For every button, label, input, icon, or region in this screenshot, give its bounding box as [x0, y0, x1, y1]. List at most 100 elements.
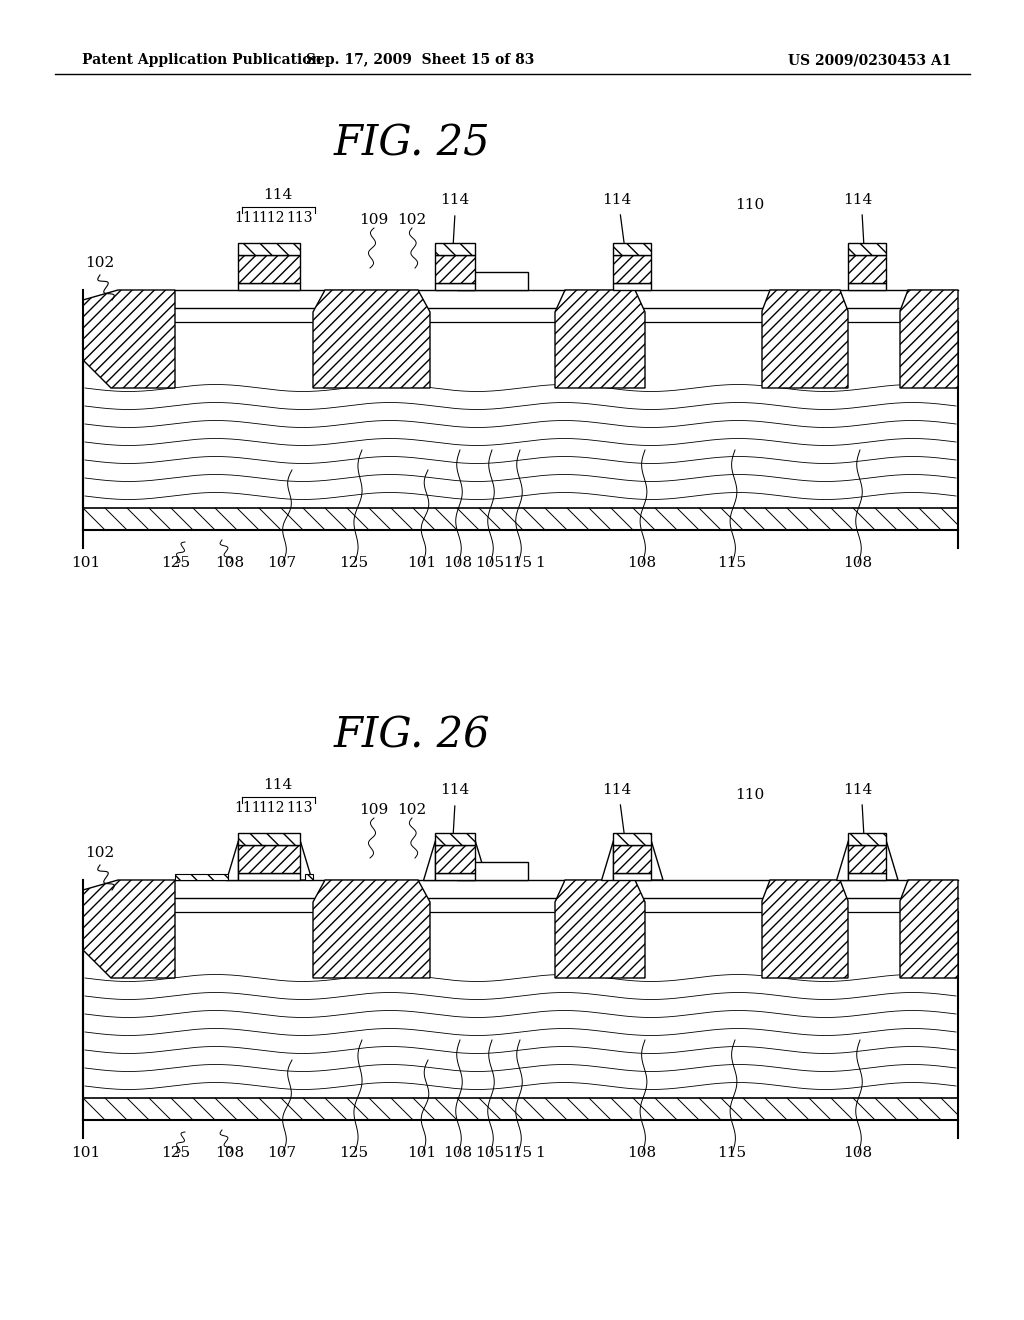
Text: 114: 114: [844, 783, 872, 797]
Text: Sep. 17, 2009  Sheet 15 of 83: Sep. 17, 2009 Sheet 15 of 83: [306, 53, 535, 67]
Polygon shape: [900, 880, 958, 978]
Text: 102: 102: [397, 803, 427, 817]
Text: 101: 101: [408, 1146, 436, 1160]
Text: 125: 125: [162, 1146, 190, 1160]
Polygon shape: [848, 833, 886, 845]
Text: 110: 110: [735, 198, 765, 213]
Text: 115: 115: [718, 1146, 746, 1160]
Text: 125: 125: [162, 556, 190, 570]
Text: 113: 113: [287, 211, 313, 224]
Polygon shape: [238, 845, 300, 873]
Text: 114: 114: [602, 193, 632, 207]
Text: 108: 108: [215, 556, 245, 570]
Bar: [238, 282, 300, 290]
Text: FIG. 25: FIG. 25: [334, 121, 490, 164]
Bar: [848, 282, 886, 290]
Text: 111: 111: [234, 211, 261, 224]
Bar: [305, 874, 313, 880]
Polygon shape: [848, 243, 886, 255]
Polygon shape: [435, 833, 475, 845]
Polygon shape: [900, 290, 958, 388]
Bar: [848, 873, 886, 880]
Text: 101: 101: [408, 556, 436, 570]
Bar: [83, 508, 958, 531]
Polygon shape: [613, 845, 651, 873]
Text: 108: 108: [443, 1146, 472, 1160]
Text: 114: 114: [263, 187, 293, 202]
Polygon shape: [435, 255, 475, 282]
Text: 101: 101: [72, 1146, 100, 1160]
Text: 107: 107: [267, 556, 297, 570]
Polygon shape: [300, 840, 312, 880]
Text: 125: 125: [339, 556, 369, 570]
Polygon shape: [836, 840, 848, 880]
Text: 108: 108: [628, 1146, 656, 1160]
Polygon shape: [613, 243, 651, 255]
Text: Patent Application Publication: Patent Application Publication: [82, 53, 322, 67]
Text: 1: 1: [536, 1146, 545, 1160]
Polygon shape: [238, 243, 300, 255]
Text: US 2009/0230453 A1: US 2009/0230453 A1: [788, 53, 951, 67]
Text: 115: 115: [504, 1146, 532, 1160]
Polygon shape: [848, 255, 886, 282]
Polygon shape: [313, 290, 430, 388]
Bar: [457, 862, 528, 880]
Text: 107: 107: [267, 1146, 297, 1160]
Polygon shape: [238, 255, 300, 282]
Text: 115: 115: [504, 556, 532, 570]
Text: 112: 112: [259, 211, 286, 224]
Polygon shape: [475, 840, 487, 880]
Text: 105: 105: [475, 556, 505, 570]
Polygon shape: [613, 833, 651, 845]
Bar: [613, 282, 651, 290]
Polygon shape: [83, 880, 175, 978]
Text: 108: 108: [628, 556, 656, 570]
Polygon shape: [313, 880, 430, 978]
Text: 111: 111: [234, 801, 261, 814]
Polygon shape: [651, 840, 663, 880]
Bar: [83, 978, 958, 1098]
Text: 102: 102: [397, 213, 427, 227]
Polygon shape: [83, 290, 175, 388]
Polygon shape: [555, 880, 645, 978]
Polygon shape: [555, 290, 645, 388]
Text: 114: 114: [602, 783, 632, 797]
Text: 105: 105: [475, 1146, 505, 1160]
Polygon shape: [848, 845, 886, 873]
Text: 1: 1: [536, 556, 545, 570]
Text: 101: 101: [72, 556, 100, 570]
Bar: [457, 272, 528, 290]
Bar: [435, 282, 475, 290]
Bar: [238, 873, 300, 880]
Text: 109: 109: [359, 213, 389, 227]
Polygon shape: [886, 840, 898, 880]
Text: FIG. 26: FIG. 26: [334, 714, 490, 756]
Text: 110: 110: [735, 788, 765, 803]
Bar: [435, 873, 475, 880]
Bar: [83, 1098, 958, 1119]
Text: 108: 108: [443, 556, 472, 570]
Polygon shape: [435, 845, 475, 873]
Polygon shape: [238, 833, 300, 845]
Polygon shape: [423, 840, 435, 880]
Text: 112: 112: [259, 801, 286, 814]
Bar: [175, 874, 228, 880]
Polygon shape: [762, 880, 848, 978]
Text: 109: 109: [359, 803, 389, 817]
Text: 114: 114: [844, 193, 872, 207]
Text: 114: 114: [440, 193, 470, 207]
Bar: [83, 388, 958, 508]
Polygon shape: [601, 840, 613, 880]
Polygon shape: [226, 840, 238, 880]
Text: 114: 114: [440, 783, 470, 797]
Text: 108: 108: [844, 556, 872, 570]
Polygon shape: [762, 290, 848, 388]
Polygon shape: [435, 243, 475, 255]
Text: 115: 115: [718, 556, 746, 570]
Text: 102: 102: [85, 256, 115, 271]
Bar: [613, 873, 651, 880]
Text: 102: 102: [85, 846, 115, 861]
Text: 108: 108: [844, 1146, 872, 1160]
Text: 113: 113: [287, 801, 313, 814]
Text: 108: 108: [215, 1146, 245, 1160]
